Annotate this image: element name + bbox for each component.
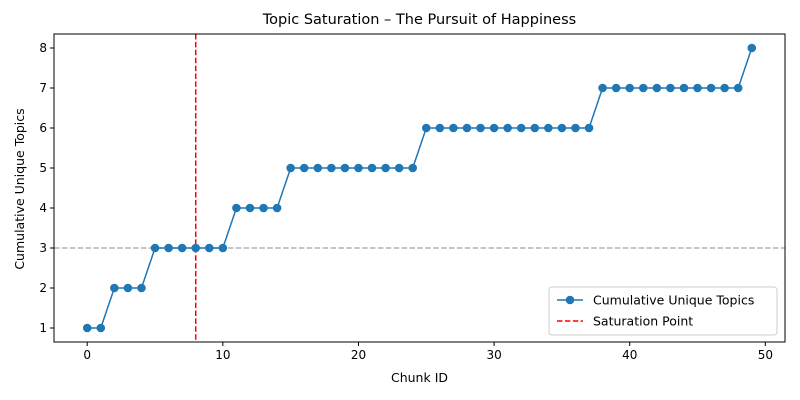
legend-box <box>548 286 778 336</box>
x-tick-label: 30 <box>486 348 501 362</box>
data-point <box>503 123 512 133</box>
data-point <box>123 283 133 293</box>
data-point <box>394 163 404 173</box>
legend-marker <box>565 295 575 305</box>
data-point <box>598 83 607 93</box>
data-point <box>706 83 716 93</box>
data-point <box>435 123 445 133</box>
data-point <box>652 83 662 93</box>
chart-title: Topic Saturation – The Pursuit of Happin… <box>262 12 576 28</box>
data-point <box>544 123 553 133</box>
y-tick-label: 1 <box>39 321 47 335</box>
data-point <box>408 163 418 173</box>
legend-label: Cumulative Unique Topics <box>593 293 754 308</box>
data-point <box>557 123 567 133</box>
data-point <box>82 323 92 333</box>
data-point <box>489 123 499 133</box>
data-point <box>571 123 580 133</box>
x-axis-label: Chunk ID <box>391 370 448 385</box>
y-axis-label: Cumulative Unique Topics <box>12 108 27 269</box>
data-point <box>462 123 472 133</box>
data-point <box>110 283 119 293</box>
data-point <box>611 83 621 93</box>
legend: Cumulative Unique Topics Saturation Point <box>548 286 778 336</box>
x-tick-label: 40 <box>622 348 637 362</box>
data-point <box>259 203 268 213</box>
data-point <box>733 83 743 93</box>
x-tick-label: 50 <box>758 348 773 362</box>
data-point <box>530 123 540 133</box>
data-point <box>449 123 458 133</box>
data-point <box>421 123 431 133</box>
data-point <box>367 163 377 173</box>
data-point <box>245 203 255 213</box>
data-point <box>286 163 295 173</box>
y-tick-label: 8 <box>39 41 47 55</box>
data-point <box>232 203 241 213</box>
data-point <box>720 83 729 93</box>
data-point <box>204 243 214 253</box>
data-point <box>272 203 282 213</box>
data-point <box>747 43 757 53</box>
data-point <box>516 123 526 133</box>
data-point <box>164 243 173 253</box>
data-point <box>638 83 648 93</box>
y-tick-label: 4 <box>39 201 47 215</box>
axes-frame <box>53 33 786 343</box>
data-point <box>96 323 106 333</box>
data-point <box>584 123 594 133</box>
plot-area: 0 10 20 30 40 50 1 2 3 4 5 6 7 8 <box>39 33 786 362</box>
y-tick-label: 3 <box>39 241 47 255</box>
data-point <box>340 163 350 173</box>
data-point <box>327 163 336 173</box>
y-tick-label: 6 <box>39 121 47 135</box>
x-tick-label: 0 <box>83 348 91 362</box>
x-tick-label: 20 <box>351 348 366 362</box>
data-point <box>218 243 228 253</box>
data-point <box>625 83 635 93</box>
x-tick-label: 10 <box>215 348 230 362</box>
y-tick-label: 2 <box>39 281 47 295</box>
y-tick-label: 7 <box>39 81 47 95</box>
data-point <box>354 163 363 173</box>
data-point <box>191 243 201 253</box>
data-point <box>666 83 675 93</box>
data-point <box>381 163 390 173</box>
y-tick-label: 5 <box>39 161 47 175</box>
series-line <box>87 47 753 329</box>
data-point <box>150 243 160 253</box>
data-point <box>693 83 702 93</box>
data-point <box>299 163 309 173</box>
data-point <box>177 243 187 253</box>
data-point <box>137 283 146 293</box>
data-point <box>476 123 485 133</box>
data-point <box>679 83 689 93</box>
legend-label: Saturation Point <box>593 314 693 329</box>
data-point <box>313 163 323 173</box>
